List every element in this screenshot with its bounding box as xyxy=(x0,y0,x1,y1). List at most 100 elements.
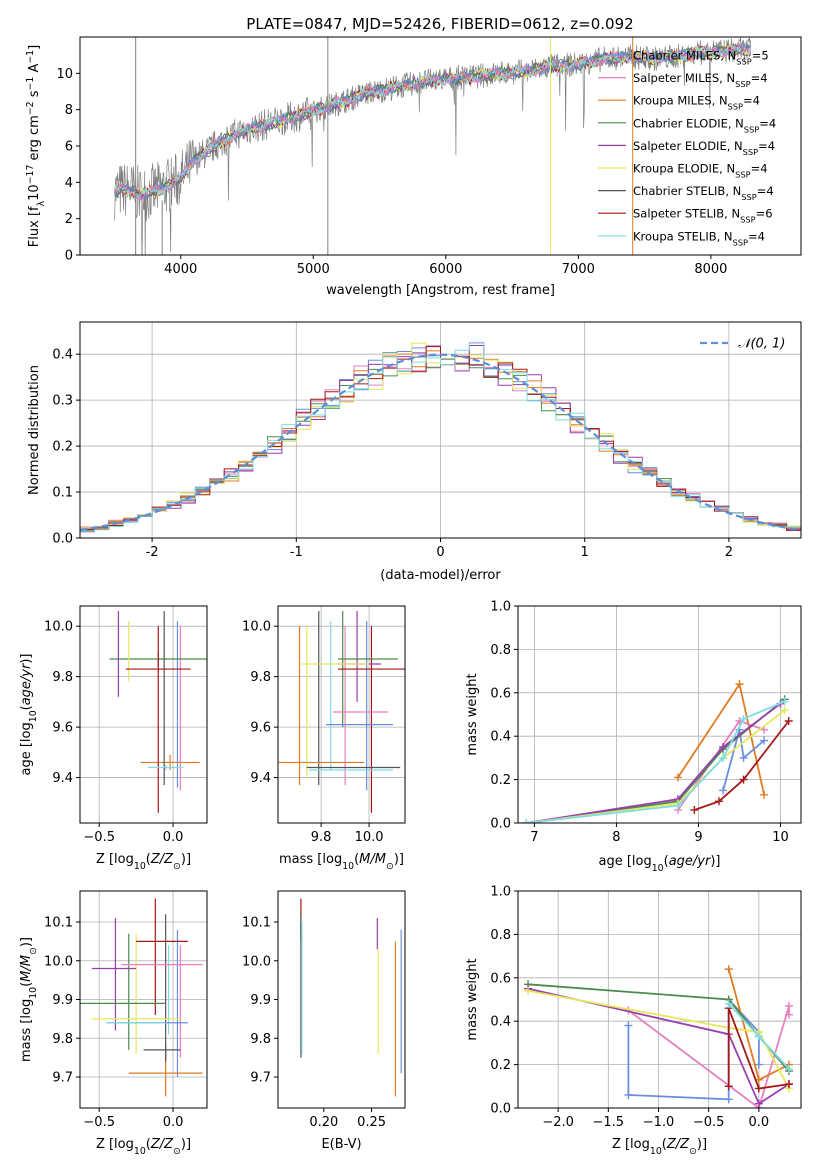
mass-Z-panel-ytick-label: 10.1 xyxy=(44,916,73,931)
spectrum-legend-entry: Kroupa ELODIE, NSSP=4 xyxy=(633,162,768,180)
mass-Z-panel-xlabel-part: Z [log xyxy=(96,1137,134,1152)
weight-age-panel-marker xyxy=(735,680,744,689)
weight-Z-panel-marker xyxy=(754,1032,763,1041)
spectrum-panel-xtick-label: 4000 xyxy=(164,262,197,277)
spectrum-ylabel-part: s xyxy=(27,90,42,101)
mass-ebv-panel-xtick-label: 0.20 xyxy=(309,1115,338,1130)
mass-ebv-panel: 0.20 0.25 9.7 9.8 9.9 10.0 10.1 E(B-V) xyxy=(242,890,406,1152)
weight-Z-panel-xlabel-part: ( xyxy=(662,1137,667,1152)
weight-Z-panel-ylabel-part: mass weight xyxy=(465,958,480,1040)
weight-age-panel-ylabel-part: mass weight xyxy=(465,673,480,755)
weight-Z-panel-ytick-label: 0.8 xyxy=(490,928,511,943)
spectrum-legend-entry-part: SSP xyxy=(743,147,758,157)
spectrum-legend-entry-part: =4 xyxy=(751,162,768,176)
spectrum-ylabel-part: ] xyxy=(27,45,42,50)
spectrum-ylabel-part: 10 xyxy=(27,184,42,201)
weight-age-panel-marker xyxy=(739,775,748,784)
age-Z-panel-ytick-label: 10.0 xyxy=(44,620,73,635)
mass-ebv-panel-ytick-label: 10.0 xyxy=(242,954,271,969)
mass-Z-panel-xlabel-part: Z/Z xyxy=(150,1137,174,1152)
weight-Z-panel-marker xyxy=(724,1082,733,1091)
mass-ebv-panel-ytick-label: 10.1 xyxy=(242,916,271,931)
weight-Z-panel-marker xyxy=(724,965,733,974)
age-mass-panel-ytick-label: 10.0 xyxy=(242,620,271,635)
mass-Z-panel-xlabel-part: 10 xyxy=(134,1146,146,1157)
mass-Z-panel-xlabel-part: ⊙ xyxy=(173,1146,181,1157)
weight-Z-panel-ytick-label: 0.0 xyxy=(490,1102,511,1117)
weight-age-panel-frame xyxy=(517,605,802,824)
spectrum-ylabel-part: A xyxy=(27,64,42,77)
spectrum-legend-entry: Kroupa MILES, NSSP=4 xyxy=(633,94,760,112)
mass-ebv-panel-xlabel: E(B-V) xyxy=(321,1137,361,1152)
weight-Z-panel-series-salpeter_elodie xyxy=(527,987,790,1106)
weight-Z-panel-marker xyxy=(784,1064,793,1073)
weight-Z-panel-frame xyxy=(517,890,802,1109)
weight-Z-panel-marker xyxy=(754,1060,763,1069)
mass-Z-panel-ytick-label: 10.0 xyxy=(44,954,73,969)
spectrum-ylabel-part: −2 xyxy=(25,101,36,115)
histogram-panel-xtick-label: -1 xyxy=(290,545,303,560)
figure-title: PLATE=0847, MJD=52426, FIBERID=0612, z=0… xyxy=(246,15,633,33)
weight-Z-panel-xtick-label: −0.5 xyxy=(693,1115,725,1130)
weight-Z-panel-xlabel-part: Z/Z xyxy=(666,1137,690,1152)
age-Z-panel-xlabel-part: ⊙ xyxy=(173,861,181,872)
mass-ebv-panel-ytick-label: 9.7 xyxy=(250,1071,271,1086)
spectrum-legend-entry-part: SSP xyxy=(735,170,750,180)
spectrum-legend-entry-part: Kroupa STELIB, N xyxy=(633,229,733,243)
spectrum-panel-xtick-label: 6000 xyxy=(429,262,462,277)
age-Z-panel-ylabel-part: age [log xyxy=(19,722,34,775)
spectrum-xlabel-part: wavelength [Angstrom, rest frame] xyxy=(326,283,555,298)
spectrum-panel-ytick-label: 4 xyxy=(65,176,73,191)
weight-age-panel-ytick-label: 0.0 xyxy=(490,817,511,832)
age-mass-panel-ytick-label: 9.6 xyxy=(250,721,271,736)
mass-Z-panel-ytick-label: 9.8 xyxy=(52,1032,73,1047)
weight-age-panel-marker xyxy=(522,819,531,823)
spectrum-model-salpeter_elodie xyxy=(114,44,752,199)
spectrum-panel-ytick-label: 2 xyxy=(65,212,73,227)
mass-ebv-panel-ytick-label: 9.8 xyxy=(250,1032,271,1047)
age-Z-panel-frame xyxy=(79,605,208,824)
weight-age-panel-ytick-label: 0.6 xyxy=(490,686,511,701)
age-Z-panel-xlabel-part: 10 xyxy=(134,861,146,872)
spectrum-legend-entry: Chabrier ELODIE, NSSP=4 xyxy=(633,116,776,134)
spectrum-legend-entry-part: =4 xyxy=(751,71,768,85)
weight-age-panel-ytick-label: 1.0 xyxy=(490,600,511,615)
weight-age-panel-xtick-label: 7 xyxy=(530,830,538,845)
weight-age-panel-ylabel: mass weight xyxy=(465,673,480,755)
mass-Z-panel-ylabel-part: ( xyxy=(19,982,34,987)
spectrum-panel-xtick-label: 7000 xyxy=(562,262,595,277)
age-Z-panel-ylabel-part: age/yr xyxy=(19,662,34,705)
spectrum-panel-plot-area xyxy=(114,37,752,255)
spectrum-ylabel-part: −1 xyxy=(25,50,36,64)
histogram-panel-xtick-label: 1 xyxy=(581,545,589,560)
weight-Z-panel-xlabel-part: Z [log xyxy=(612,1137,650,1152)
histogram-panel-xtick-label: -2 xyxy=(146,545,159,560)
age-Z-panel-xlabel-part: )] xyxy=(181,852,191,867)
weight-age-panel-marker xyxy=(760,736,769,745)
spectrum-legend-entry-part: SSP xyxy=(744,124,759,134)
age-mass-panel-xlabel-part: mass [log xyxy=(279,852,342,867)
age-Z-panel-xlabel: Z [log10(Z/Z⊙)] xyxy=(96,852,191,872)
spectrum-legend-entry-part: Chabrier STELIB, N xyxy=(633,184,741,198)
weight-Z-panel-xtick-label: −2.0 xyxy=(542,1115,574,1130)
spectrum-legend-entry-part: SSP xyxy=(728,102,743,112)
weight-Z-panel-ytick-label: 0.2 xyxy=(490,1058,511,1073)
spectrum-legend-entry-part: Chabrier ELODIE, N xyxy=(633,116,744,130)
weight-Z-panel-ylabel: mass weight xyxy=(465,958,480,1040)
age-mass-panel-xlabel-part: ( xyxy=(354,852,359,867)
spectrum-legend-entry: Salpeter STELIB, NSSP=6 xyxy=(633,207,773,225)
weight-age-panel-xlabel-part: 10 xyxy=(652,863,664,874)
mass-Z-panel: −0.5 0.09.79.89.910.010.1Z [log10(Z/Z⊙)]m… xyxy=(19,890,208,1157)
spectrum-legend-entry-part: SSP xyxy=(735,79,750,89)
mass-Z-panel-xtick-label: 0.0 xyxy=(163,1115,184,1130)
weight-Z-panel-marker xyxy=(784,1002,793,1011)
weight-age-panel-marker xyxy=(690,805,699,814)
histogram-ylabel-part: Normed distribution xyxy=(27,365,42,495)
weight-age-panel-marker xyxy=(719,743,728,752)
weight-Z-panel-xtick-label: −1.5 xyxy=(593,1115,625,1130)
age-Z-panel-ytick-label: 9.6 xyxy=(52,721,73,736)
weight-Z-panel-ytick-label: 0.4 xyxy=(490,1015,511,1030)
weight-age-panel: 7 8 9 10 0.0 0.2 0.4 0.6 0.8 1.0 mass weight age [l… xyxy=(465,600,802,874)
weight-Z-panel-xtick-label: −1.0 xyxy=(643,1115,675,1130)
